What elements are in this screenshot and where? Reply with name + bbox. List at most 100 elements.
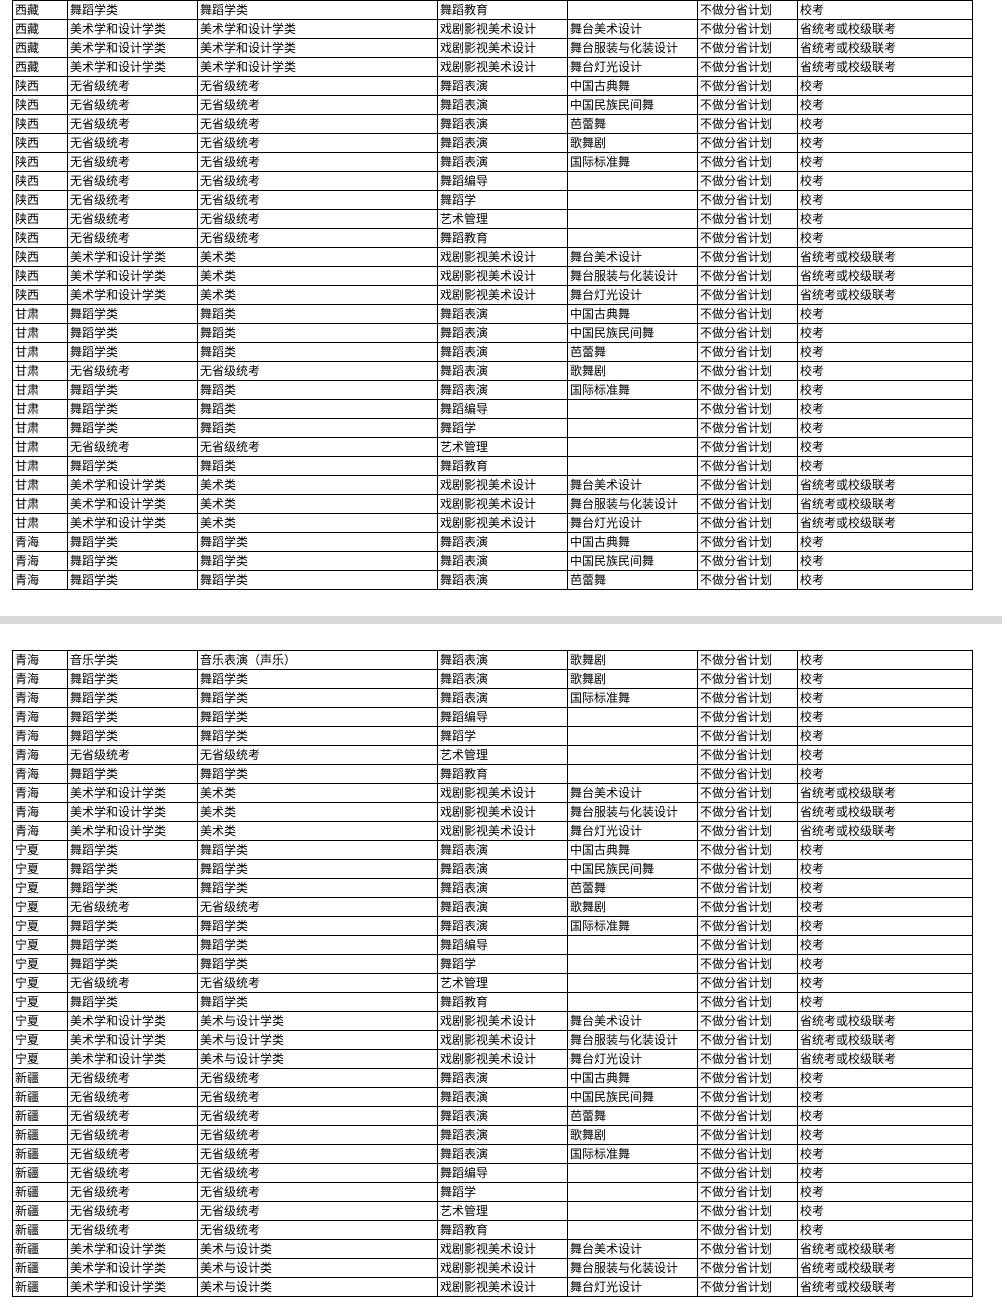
- table-cell: 不做分省计划: [698, 1012, 798, 1031]
- table-cell: 不做分省计划: [698, 1145, 798, 1164]
- table-cell: 不做分省计划: [698, 784, 798, 803]
- table-cell: 舞蹈编导: [438, 400, 568, 419]
- table-cell: 校考: [798, 115, 973, 134]
- table-cell: 不做分省计划: [698, 457, 798, 476]
- table-cell: 青海: [13, 571, 68, 590]
- table-cell: 校考: [798, 879, 973, 898]
- table-cell: 校考: [798, 400, 973, 419]
- table-row: 宁夏舞蹈学类舞蹈学类舞蹈学不做分省计划校考: [13, 955, 973, 974]
- table-cell: 舞蹈学类: [198, 727, 438, 746]
- table-cell: 省统考或校级联考: [798, 1050, 973, 1069]
- table-cell: 戏剧影视美术设计: [438, 784, 568, 803]
- table-cell: 无省级统考: [68, 746, 198, 765]
- table-cell: 不做分省计划: [698, 552, 798, 571]
- table-cell: 无省级统考: [68, 153, 198, 172]
- table-cell: 校考: [798, 533, 973, 552]
- table-cell: 戏剧影视美术设计: [438, 286, 568, 305]
- table-cell: 艺术管理: [438, 1202, 568, 1221]
- table-cell: 美术类: [198, 267, 438, 286]
- table-cell: 无省级统考: [68, 1126, 198, 1145]
- table-cell: 不做分省计划: [698, 229, 798, 248]
- table-cell: 无省级统考: [68, 1069, 198, 1088]
- table-cell: 无省级统考: [198, 191, 438, 210]
- table-cell: 校考: [798, 1164, 973, 1183]
- table-cell: 不做分省计划: [698, 400, 798, 419]
- table-cell: 不做分省计划: [698, 1126, 798, 1145]
- table-cell: 陕西: [13, 267, 68, 286]
- table-cell: 不做分省计划: [698, 267, 798, 286]
- table-cell: 不做分省计划: [698, 1164, 798, 1183]
- table-cell: 舞蹈学类: [198, 993, 438, 1012]
- table-cell: 不做分省计划: [698, 1259, 798, 1278]
- table-cell: 舞蹈表演: [438, 381, 568, 400]
- table-cell: 舞蹈学: [438, 419, 568, 438]
- table-row: 陕西无省级统考无省级统考舞蹈表演国际标准舞不做分省计划校考: [13, 153, 973, 172]
- table-cell: 无省级统考: [198, 1202, 438, 1221]
- table-cell: 无省级统考: [198, 1126, 438, 1145]
- table-cell: 美术与设计学类: [198, 1031, 438, 1050]
- table-cell: 舞台美术设计: [568, 476, 698, 495]
- table-cell: 甘肃: [13, 438, 68, 457]
- table-cell: 省统考或校级联考: [798, 1259, 973, 1278]
- table-cell: 舞蹈教育: [438, 457, 568, 476]
- table-cell: 舞台灯光设计: [568, 286, 698, 305]
- table-cell: 美术类: [198, 803, 438, 822]
- table-cell: 舞蹈学类: [68, 689, 198, 708]
- table-cell: 舞蹈学类: [198, 552, 438, 571]
- table-cell: 中国古典舞: [568, 533, 698, 552]
- table-cell: 无省级统考: [198, 115, 438, 134]
- table-cell: 无省级统考: [68, 1145, 198, 1164]
- table-cell: 舞蹈表演: [438, 571, 568, 590]
- table-cell: 不做分省计划: [698, 1031, 798, 1050]
- table-cell: 舞蹈表演: [438, 115, 568, 134]
- table-cell: 美术学和设计学类: [68, 58, 198, 77]
- table-cell: 不做分省计划: [698, 1050, 798, 1069]
- table-cell: 戏剧影视美术设计: [438, 514, 568, 533]
- table-cell: 无省级统考: [68, 191, 198, 210]
- table-cell: 芭蕾舞: [568, 115, 698, 134]
- table-cell: 舞蹈表演: [438, 879, 568, 898]
- table-cell: 舞蹈学类: [68, 305, 198, 324]
- table-cell: [568, 210, 698, 229]
- table-cell: 舞蹈表演: [438, 77, 568, 96]
- table-cell: 青海: [13, 708, 68, 727]
- table-cell: [568, 172, 698, 191]
- table-cell: 舞蹈学: [438, 1183, 568, 1202]
- table-cell: 歌舞剧: [568, 134, 698, 153]
- table-cell: 甘肃: [13, 343, 68, 362]
- table-cell: 校考: [798, 419, 973, 438]
- table-cell: 国际标准舞: [568, 1145, 698, 1164]
- table-cell: 国际标准舞: [568, 381, 698, 400]
- table-cell: 新疆: [13, 1107, 68, 1126]
- table-cell: 不做分省计划: [698, 438, 798, 457]
- table-cell: 舞蹈学类: [68, 419, 198, 438]
- table-cell: 不做分省计划: [698, 1240, 798, 1259]
- table-cell: 无省级统考: [198, 898, 438, 917]
- table-cell: 新疆: [13, 1202, 68, 1221]
- table-cell: 歌舞剧: [568, 651, 698, 670]
- table-cell: 不做分省计划: [698, 20, 798, 39]
- table-cell: 西藏: [13, 20, 68, 39]
- table-cell: 舞蹈编导: [438, 936, 568, 955]
- table-cell: 无省级统考: [198, 172, 438, 191]
- table-cell: 不做分省计划: [698, 765, 798, 784]
- table-row: 青海美术学和设计学类美术类戏剧影视美术设计舞台灯光设计不做分省计划省统考或校级联…: [13, 822, 973, 841]
- table-cell: 校考: [798, 974, 973, 993]
- table-row: 宁夏舞蹈学类舞蹈学类舞蹈表演中国古典舞不做分省计划校考: [13, 841, 973, 860]
- table-cell: 校考: [798, 1126, 973, 1145]
- table-cell: 不做分省计划: [698, 1069, 798, 1088]
- table-cell: 宁夏: [13, 1050, 68, 1069]
- table-cell: 无省级统考: [68, 1221, 198, 1240]
- table-cell: 无省级统考: [68, 210, 198, 229]
- table-cell: 舞蹈教育: [438, 993, 568, 1012]
- table-cell: 芭蕾舞: [568, 343, 698, 362]
- table-row: 青海舞蹈学类舞蹈学类舞蹈表演中国古典舞不做分省计划校考: [13, 533, 973, 552]
- table-row: 青海无省级统考无省级统考艺术管理不做分省计划校考: [13, 746, 973, 765]
- table-cell: 不做分省计划: [698, 571, 798, 590]
- table-cell: 无省级统考: [68, 134, 198, 153]
- table-cell: 舞蹈教育: [438, 229, 568, 248]
- table-cell: 甘肃: [13, 305, 68, 324]
- table-cell: 戏剧影视美术设计: [438, 476, 568, 495]
- table-row: 新疆无省级统考无省级统考舞蹈教育不做分省计划校考: [13, 1221, 973, 1240]
- table-cell: 舞蹈学类: [198, 533, 438, 552]
